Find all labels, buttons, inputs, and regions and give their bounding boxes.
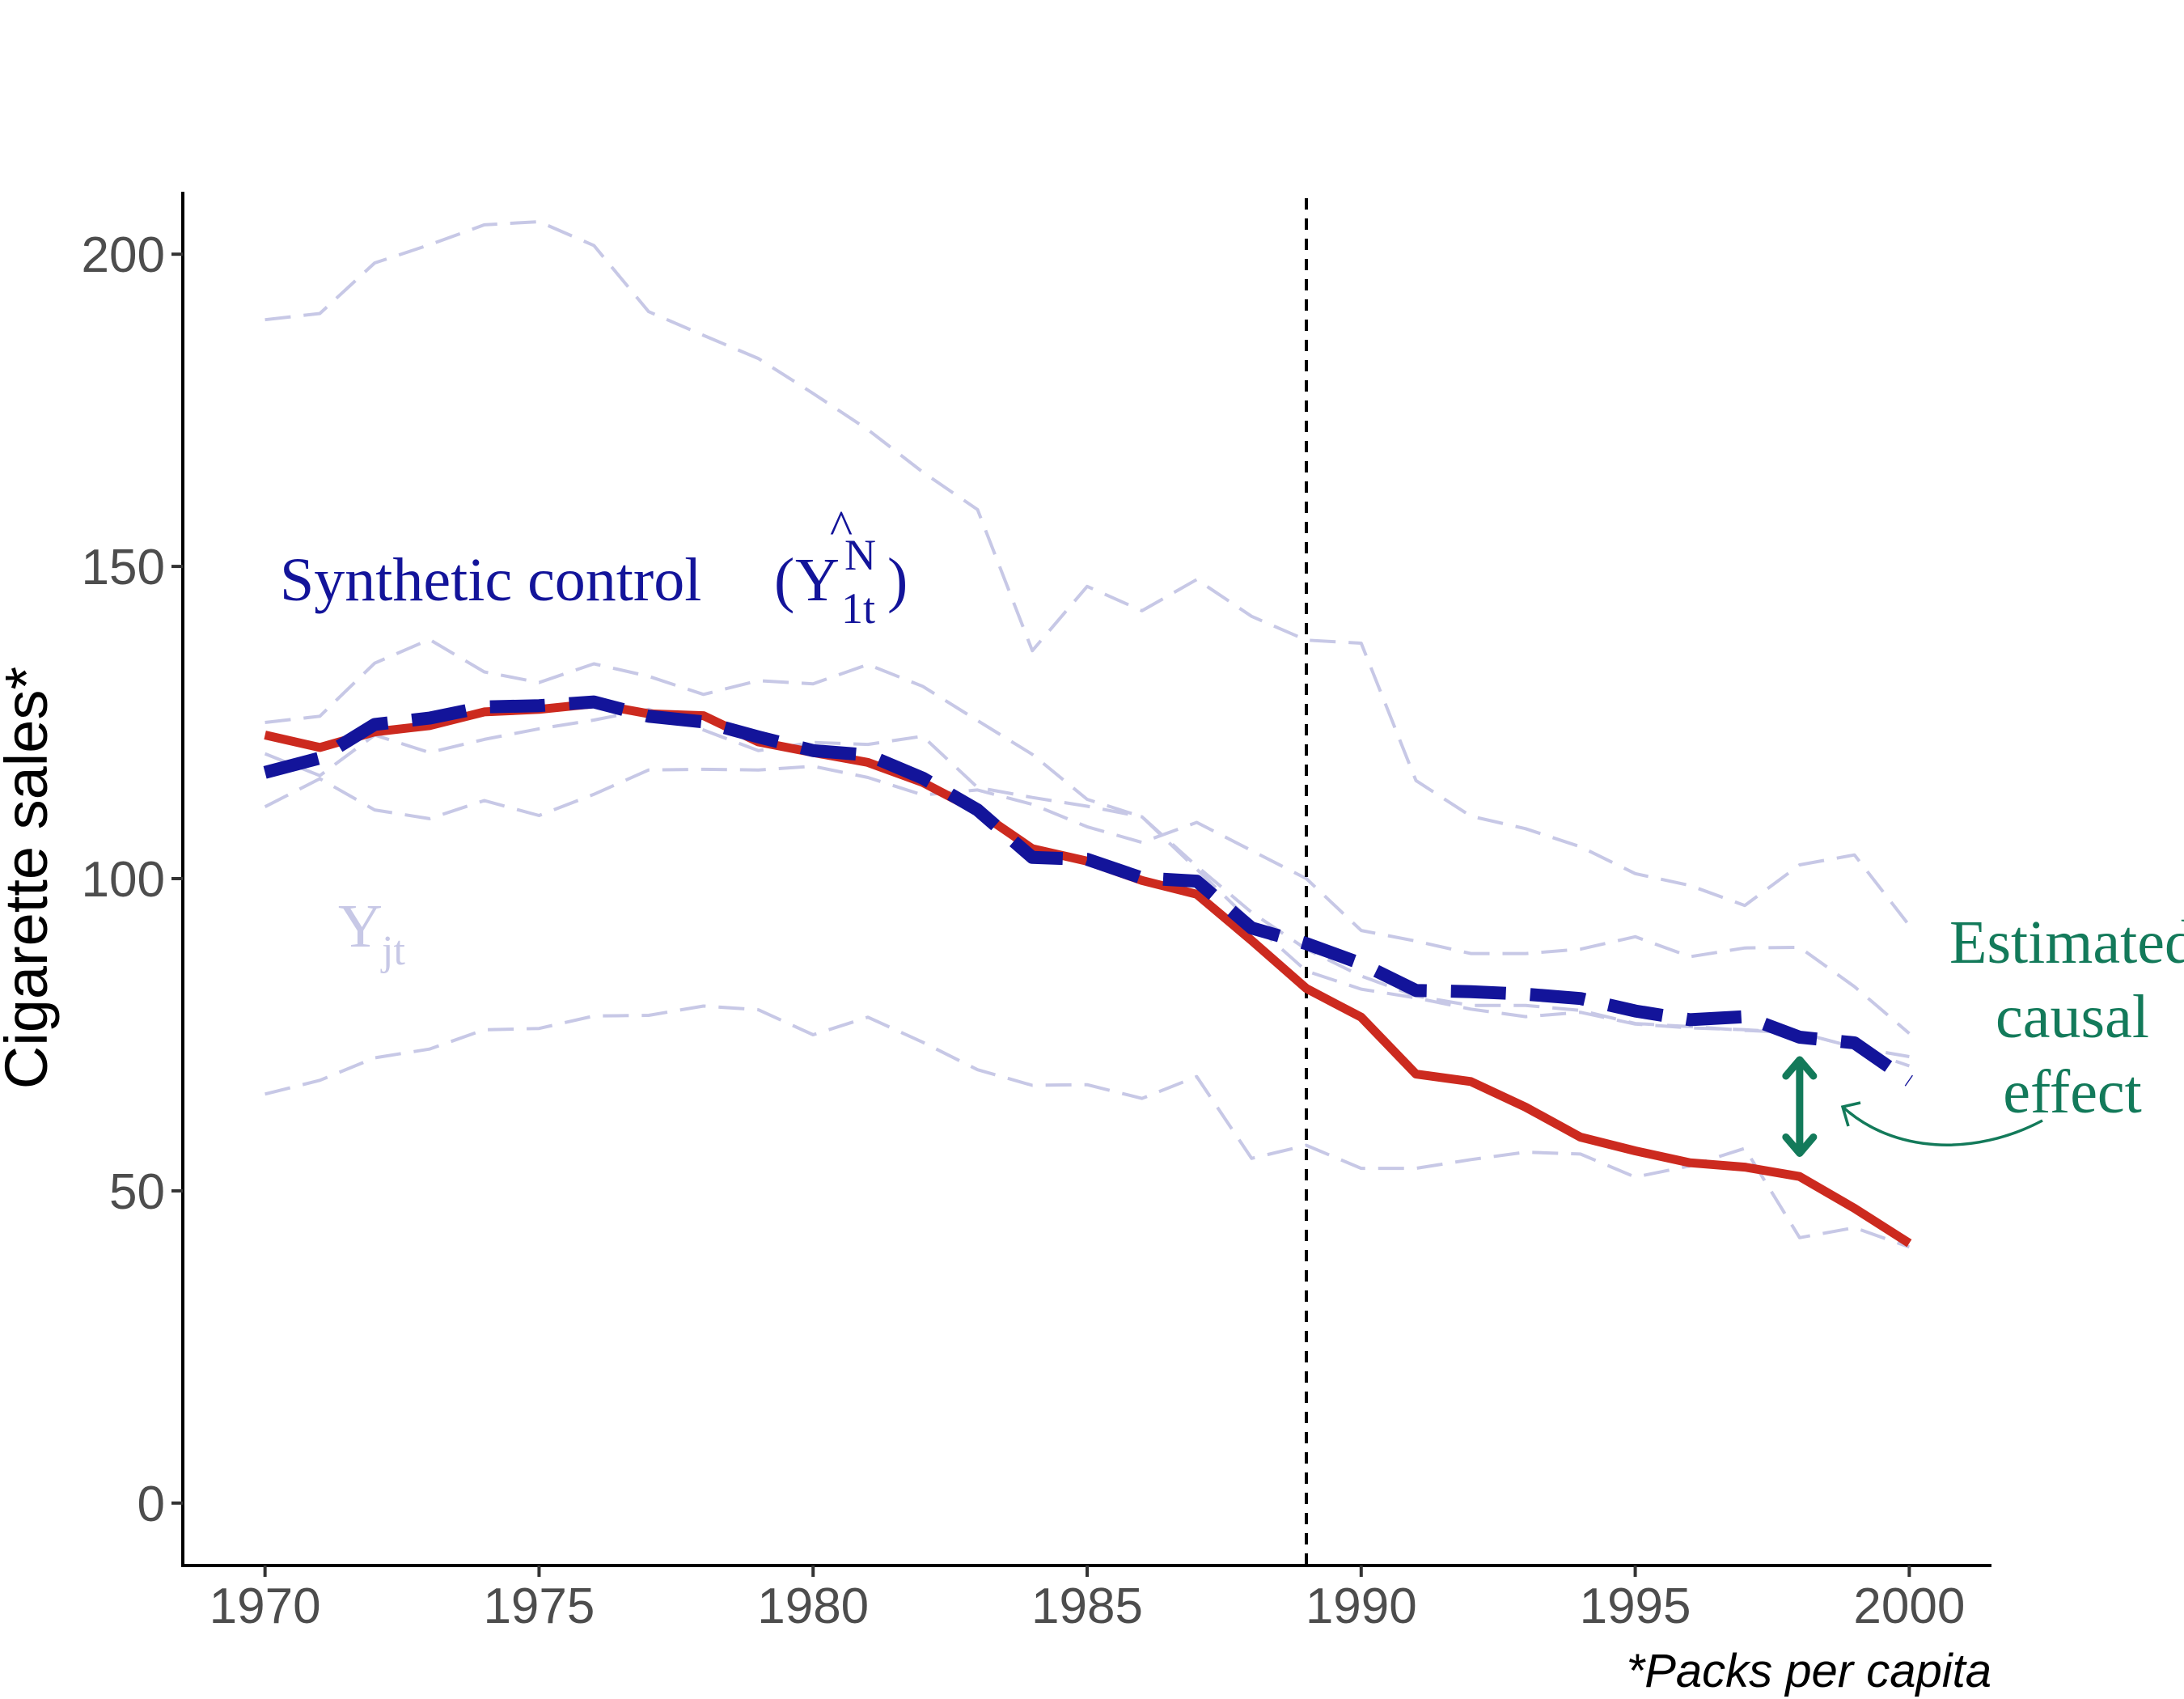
synthetic-label-open-paren: (	[774, 546, 794, 614]
effect-arrow-head-top	[1782, 1056, 1818, 1080]
treated-series-line	[264, 699, 1912, 1248]
y-tick-label: 50	[109, 1164, 165, 1220]
donor-series-line-1	[265, 220, 1911, 927]
caption: *Packs per capita	[1627, 1645, 1991, 1697]
synthetic-control-label: Synthetic control ( Y ^ N 1t )	[280, 501, 908, 633]
x-tick-label: 1970	[210, 1578, 321, 1634]
x-tick-label: 1985	[1031, 1578, 1143, 1634]
donor-label: Y jt	[338, 892, 405, 974]
effect-label-pointer	[1841, 1105, 2043, 1146]
x-axis-ticks: 1970 1975 1980 1985 1990 1995 2000	[210, 1566, 1965, 1634]
synthetic-label-symbol: Y	[795, 546, 840, 614]
effect-label-line-1: Estimated	[1949, 909, 2184, 977]
x-tick-label: 1990	[1306, 1578, 1417, 1634]
synthetic-label-text: Synthetic control	[280, 546, 701, 614]
x-tick-label: 1995	[1580, 1578, 1691, 1634]
y-axis-ticks: 0 50 100 150 200	[82, 227, 183, 1532]
donor-label-symbol: Y	[338, 892, 383, 960]
effect-label-line-2: causal	[1996, 983, 2149, 1051]
effect-label: Estimated causal effect	[1949, 909, 2184, 1126]
y-tick-label: 100	[82, 852, 165, 908]
y-tick-label: 150	[82, 540, 165, 595]
x-tick-label: 1980	[757, 1578, 869, 1634]
donor-series-line-4	[264, 765, 1911, 1035]
y-tick-label: 200	[82, 227, 165, 283]
donor-series-line-3	[264, 707, 1910, 1058]
x-tick-label: 1975	[483, 1578, 595, 1634]
effect-arrow-head-bottom	[1782, 1133, 1818, 1157]
main-series-group	[263, 695, 1913, 1248]
synthetic-label-superscript: N	[844, 531, 876, 579]
synthetic-label-hat: ^	[830, 501, 853, 554]
donor-series-line-5	[265, 1004, 1911, 1249]
donor-series-group	[264, 220, 1911, 1249]
y-axis-label: Cigarette sales*	[0, 667, 60, 1089]
effect-arrow	[1782, 1056, 1818, 1157]
effect-label-line-3: effect	[2003, 1058, 2142, 1126]
donor-label-subscript: jt	[380, 928, 405, 974]
synthetic-series-line	[263, 695, 1913, 1087]
effect-label-pointer-head	[1840, 1101, 1861, 1127]
x-tick-label: 2000	[1853, 1578, 1965, 1634]
y-tick-label: 0	[138, 1477, 165, 1532]
synthetic-label-subscript: 1t	[841, 584, 875, 633]
synthetic-label-close-paren: )	[887, 546, 908, 614]
